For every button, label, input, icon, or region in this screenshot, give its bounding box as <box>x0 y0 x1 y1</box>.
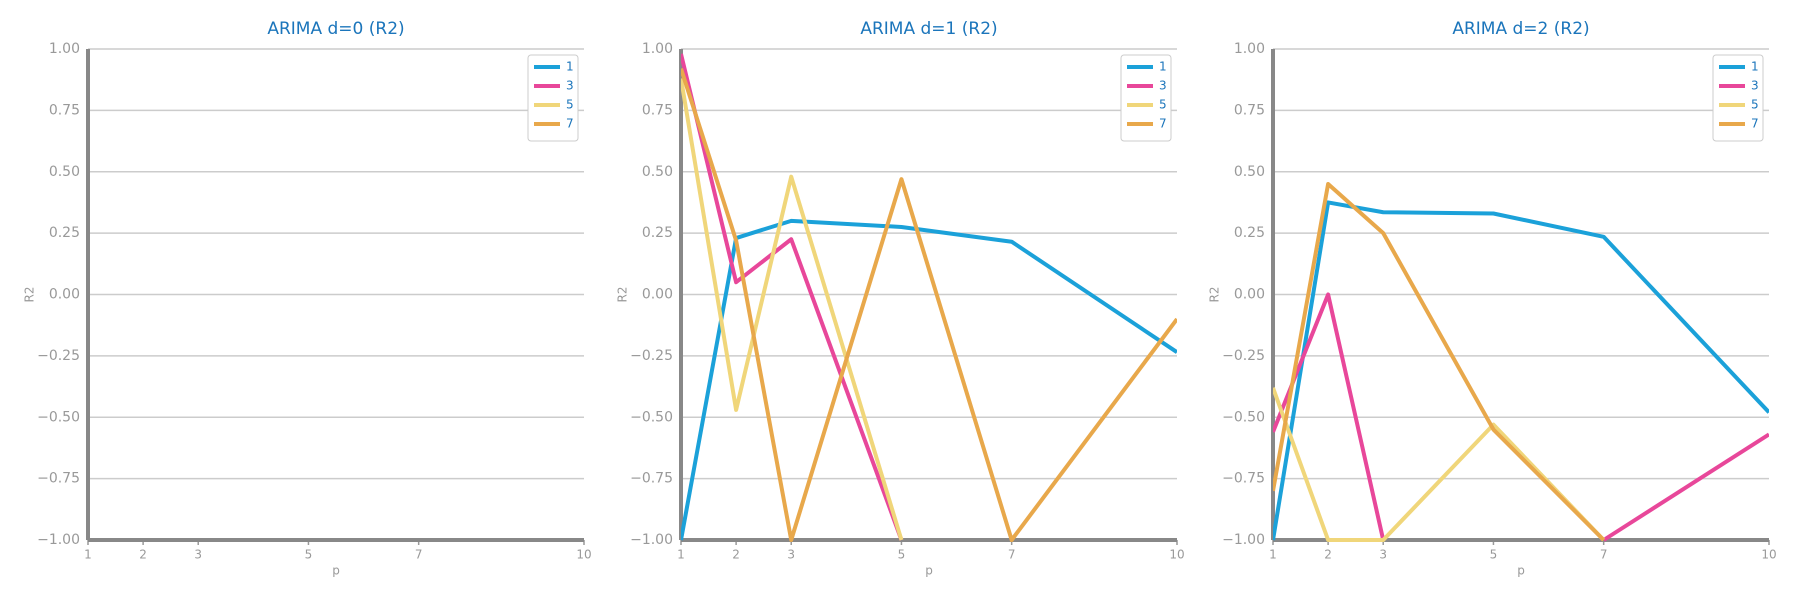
legend-label: 7 <box>1159 117 1167 131</box>
x-axis-label: p <box>925 564 933 578</box>
legend-label: 5 <box>566 98 574 112</box>
x-tick-label: 3 <box>1379 548 1387 562</box>
chart-title: ARIMA d=1 (R2) <box>860 19 997 39</box>
line <box>681 68 1177 542</box>
legend-box <box>1712 54 1764 142</box>
legend-label: 1 <box>566 60 574 74</box>
y-tick-label: −0.50 <box>630 409 673 425</box>
x-axis-label: p <box>1517 564 1525 578</box>
legend-label: 7 <box>566 117 574 131</box>
x-tick-label: 1 <box>677 548 685 562</box>
x-tick-label: 7 <box>1008 548 1016 562</box>
chart-title: ARIMA d=0 (R2) <box>267 19 404 39</box>
x-tick-label: 1 <box>1269 548 1277 562</box>
y-tick-label: −0.25 <box>1222 348 1265 364</box>
y-tick-label: 0.00 <box>49 287 80 303</box>
y-tick-label: 0.00 <box>1234 287 1265 303</box>
lines <box>681 53 1177 542</box>
legend-label: 1 <box>1159 60 1167 74</box>
y-tick-label: 0.50 <box>49 164 80 180</box>
line <box>1273 182 1606 542</box>
legend-label: 3 <box>1751 79 1759 93</box>
y-tick-label: 1.00 <box>642 41 673 57</box>
legend-label: 7 <box>1751 117 1759 131</box>
subplot: ARIMA d=0 (R2) p R2 −1.00 −0.75 −0.50 −0.25 0.0… <box>23 19 592 578</box>
line <box>681 53 904 541</box>
legend-label: 1 <box>1751 60 1759 74</box>
legend-box <box>527 54 579 142</box>
x-tick-label: 10 <box>1761 548 1776 562</box>
y-tick-label: 0.75 <box>642 102 673 118</box>
y-tick-label: −1.00 <box>37 532 80 548</box>
y-tick-label: 0.00 <box>642 287 673 303</box>
x-tick-label: 2 <box>1324 548 1332 562</box>
line <box>1602 432 1769 542</box>
line <box>681 218 1177 541</box>
y-tick-label: 0.75 <box>49 102 80 118</box>
x-tick-label: 2 <box>732 548 740 562</box>
y-tick-label: −0.75 <box>1222 471 1265 487</box>
x-tick-label: 3 <box>194 548 202 562</box>
x-tick-label: 7 <box>1600 548 1608 562</box>
y-tick-label: −0.50 <box>1222 409 1265 425</box>
subplot: ARIMA d=2 (R2) p R2 −1.00 −0.75 −0.50 −0.25 0.0… <box>1208 19 1777 578</box>
x-tick-label: 5 <box>898 548 906 562</box>
y-tick-label: 0.50 <box>1234 164 1265 180</box>
y-axis-label: R2 <box>1208 287 1222 303</box>
y-tick-label: 0.25 <box>49 225 80 241</box>
x-tick-label: 5 <box>1490 548 1498 562</box>
x-tick-label: 2 <box>139 548 147 562</box>
x-tick-label: 1 <box>84 548 92 562</box>
y-tick-label: −0.75 <box>630 471 673 487</box>
legend-label: 5 <box>1751 98 1759 112</box>
y-tick-label: 1.00 <box>1234 41 1265 57</box>
y-tick-label: −1.00 <box>1222 532 1265 548</box>
line <box>681 78 904 541</box>
legend-label: 3 <box>1159 79 1167 93</box>
x-tick-label: 7 <box>415 548 423 562</box>
y-tick-label: 0.75 <box>1234 102 1265 118</box>
y-tick-label: 0.50 <box>642 164 673 180</box>
y-axis-label: R2 <box>616 287 630 303</box>
y-tick-label: −0.50 <box>37 409 80 425</box>
line <box>1273 200 1769 541</box>
legend-label: 5 <box>1159 98 1167 112</box>
legend-box <box>1120 54 1172 142</box>
x-axis-label: p <box>332 564 340 578</box>
x-tick-label: 10 <box>1169 548 1184 562</box>
y-tick-label: −0.25 <box>630 348 673 364</box>
chart-title: ARIMA d=2 (R2) <box>1452 19 1589 39</box>
y-tick-label: 1.00 <box>49 41 80 57</box>
y-tick-label: 0.25 <box>1234 225 1265 241</box>
x-tick-label: 10 <box>576 548 591 562</box>
y-tick-label: −0.75 <box>37 471 80 487</box>
y-tick-label: 0.25 <box>642 225 673 241</box>
line <box>1273 387 1606 542</box>
legend-label: 3 <box>566 79 574 93</box>
x-tick-label: 5 <box>305 548 313 562</box>
lines <box>1273 182 1769 542</box>
y-axis-label: R2 <box>23 287 37 303</box>
subplot: ARIMA d=1 (R2) p R2 −1.00 −0.75 −0.50 −0.25 0.0… <box>616 19 1185 578</box>
x-tick-label: 3 <box>787 548 795 562</box>
y-tick-label: −1.00 <box>630 532 673 548</box>
y-tick-label: −0.25 <box>37 348 80 364</box>
